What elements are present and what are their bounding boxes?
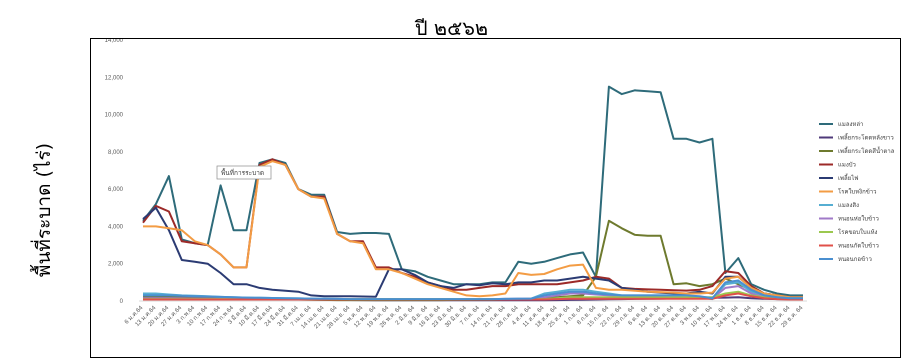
tooltip-box [216, 165, 272, 180]
series-line [142, 85, 803, 297]
y-tick-label: 4,000 [108, 224, 124, 230]
legend-label: แมลงหล่า [838, 121, 863, 128]
y-tick-label: 10,000 [105, 113, 124, 119]
y-tick-label: 6,000 [108, 187, 124, 193]
y-tick-label: 0 [120, 299, 124, 305]
legend-label: แมงบัว [838, 162, 856, 169]
series-line [143, 279, 803, 301]
legend-label: เพลี้ยไฟ [838, 172, 858, 182]
chart-area: 0 2,000 4,000 6,000 8,000 10,000 12,000 14,000 6… [90, 38, 901, 358]
legend-label: เพลี้ยกระโดดหลังขาว [838, 132, 894, 142]
y-tick-label: 8,000 [108, 150, 124, 156]
legend-label: หนอนห่อใบข้าว [838, 215, 879, 223]
legend-label: หนอนกอข้าว [838, 256, 872, 263]
tooltip-text: พื้นที่การระบาด [221, 168, 264, 177]
legend-label: โรคใบหงิกข้าว [838, 188, 877, 196]
legend-label: แมลงสิง [838, 202, 859, 209]
series-line [142, 206, 803, 299]
legend-label: หนอนกัดใบข้าว [838, 242, 879, 250]
y-tick-label: 2,000 [108, 262, 124, 268]
series-line [143, 160, 803, 299]
series-line [142, 158, 803, 299]
y-tick-label: 12,000 [105, 75, 124, 81]
legend-label: เพลี้ยกระโดดสีน้ำตาล [838, 145, 895, 155]
y-tick-label: 14,000 [105, 39, 124, 44]
chart-title: ปี ๒๕๖๒ [414, 16, 489, 40]
chart-svg: 02,0004,0006,0008,00010,00012,00014,0006… [105, 39, 895, 330]
y-axis-label: พื้นที่ระบาด (ไร่) [33, 142, 55, 278]
legend-label: โรคขอบใบแห้ง [838, 228, 878, 236]
